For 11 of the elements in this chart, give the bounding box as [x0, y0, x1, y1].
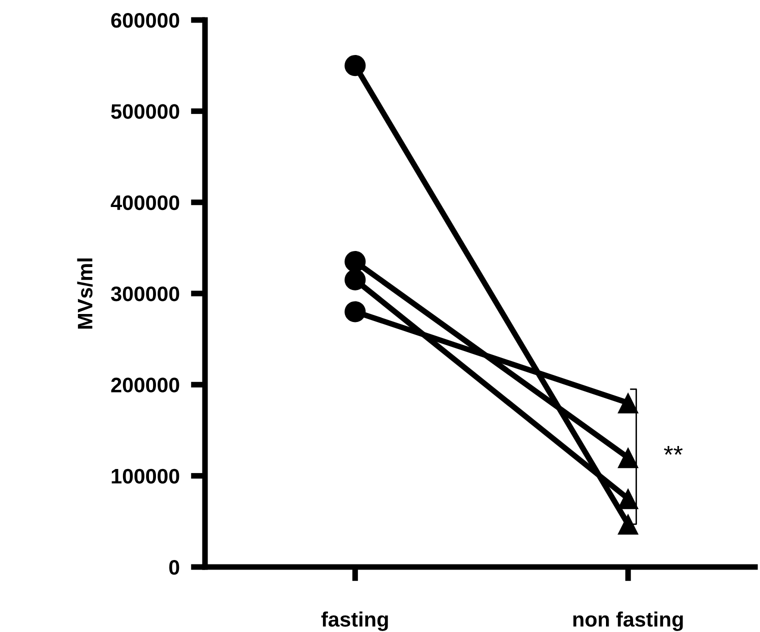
x-tick-label: non fasting [573, 611, 683, 631]
y-tick-label: 400000 [110, 195, 180, 210]
y-tick-label: 500000 [111, 104, 180, 119]
y-tick-label: 200000 [111, 378, 180, 392]
annotation: ** [664, 446, 683, 455]
y-tick-label: 600000 [111, 13, 180, 28]
y-tick-label: 300000 [110, 286, 180, 302]
x-tick-label: fasting [321, 611, 388, 631]
y-axis-title: MVs/ml [77, 258, 93, 329]
y-tick-label: 100000 [112, 468, 180, 484]
y-tick-label: 0 [169, 560, 180, 575]
